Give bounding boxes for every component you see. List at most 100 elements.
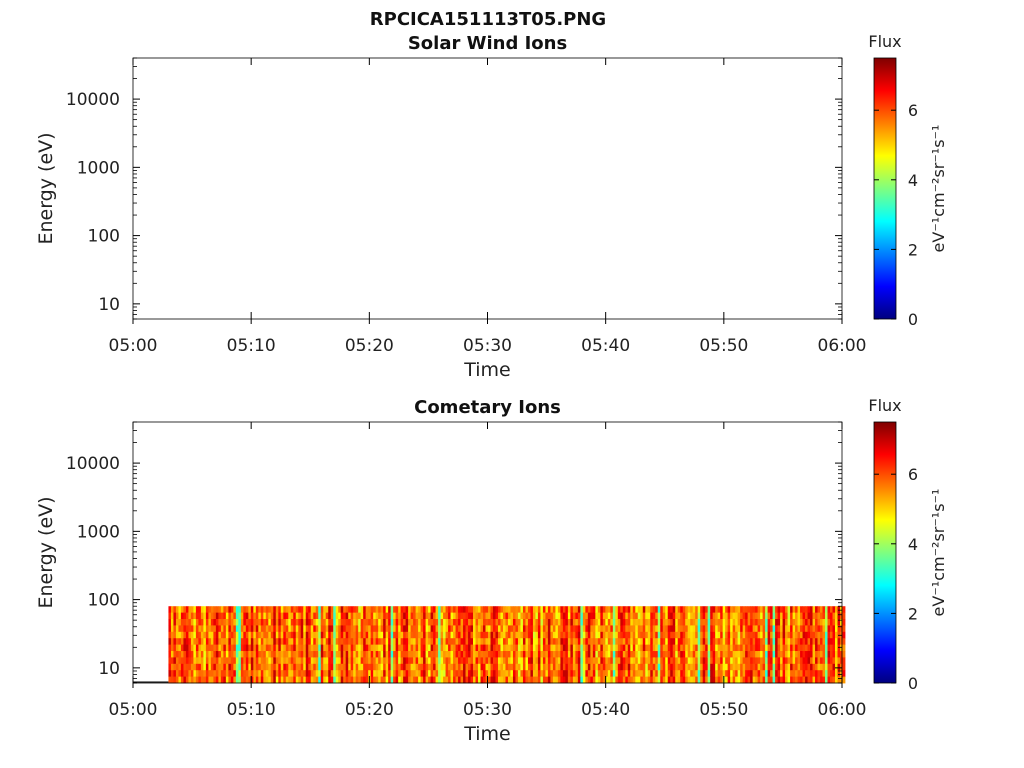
heatmap-cell	[175, 625, 179, 633]
colorbar	[873, 421, 897, 684]
heatmap-cell	[435, 631, 439, 639]
heatmap-cell	[305, 663, 309, 671]
heatmap-cell	[815, 670, 818, 677]
heatmap-cell	[423, 651, 426, 658]
heatmap-cell	[258, 644, 262, 652]
heatmap-cell	[428, 638, 431, 646]
heatmap-cell	[835, 644, 838, 652]
heatmap-cell	[355, 676, 359, 684]
heatmap-cell	[657, 619, 661, 626]
heatmap-cell	[807, 638, 811, 646]
colorbar-unit-label: eV⁻¹cm⁻²sr⁻¹s⁻¹	[929, 489, 948, 617]
heatmap-cell	[592, 670, 596, 677]
heatmap-cell	[707, 619, 711, 626]
heatmap-cell	[732, 676, 736, 684]
heatmap-cell	[802, 663, 806, 671]
heatmap-cell	[682, 670, 686, 677]
heatmap-cell	[740, 676, 744, 684]
heatmap-cell	[468, 619, 471, 626]
heatmap-cell	[842, 625, 846, 633]
heatmap-cell	[415, 670, 419, 677]
heatmap-cell	[625, 670, 629, 677]
heatmap-cell	[612, 644, 616, 652]
heatmap-cell	[765, 651, 769, 658]
heatmap-cell	[805, 638, 808, 646]
heatmap-cell	[667, 670, 671, 677]
heatmap-cell	[428, 619, 431, 626]
heatmap-cell	[400, 657, 404, 665]
heatmap-cell	[592, 657, 596, 665]
heatmap-cell	[670, 638, 674, 646]
heatmap-cell	[485, 651, 489, 658]
heatmap-cell	[345, 651, 349, 658]
heatmap-cell	[403, 612, 407, 620]
heatmap-cell	[755, 657, 759, 665]
heatmap-cell	[562, 638, 566, 646]
heatmap-cell	[375, 676, 379, 684]
heatmap-cell	[782, 644, 786, 652]
heatmap-cell	[787, 676, 791, 684]
heatmap-cell	[682, 638, 686, 646]
heatmap-cell	[365, 619, 369, 626]
heatmap-cell	[255, 676, 259, 684]
heatmap-cell	[507, 663, 511, 671]
heatmap-cell	[660, 606, 664, 614]
heatmap-cell	[393, 631, 397, 639]
heatmap-cell	[318, 625, 322, 633]
heatmap-cell	[213, 638, 217, 646]
heatmap-cell	[772, 612, 776, 620]
heatmap-cell	[515, 631, 519, 639]
heatmap-cell	[545, 663, 549, 671]
heatmap-cell	[527, 606, 531, 614]
heatmap-cell	[595, 625, 599, 633]
heatmap-cell	[752, 651, 756, 658]
heatmap-cell	[815, 644, 818, 652]
heatmap-cell	[430, 644, 434, 652]
heatmap-cell	[837, 619, 841, 626]
heatmap-cell	[740, 670, 744, 677]
heatmap-cell	[340, 651, 344, 658]
heatmap-cell	[662, 625, 666, 633]
heatmap-cell	[727, 619, 731, 626]
heatmap-cell	[772, 619, 776, 626]
heatmap-cell	[712, 670, 716, 677]
heatmap-cell	[502, 663, 506, 671]
heatmap-cell	[822, 657, 826, 665]
heatmap-cell	[285, 644, 289, 652]
heatmap-cell	[512, 651, 516, 658]
heatmap-cell	[333, 651, 337, 658]
heatmap-cell	[617, 676, 621, 684]
heatmap-cell	[732, 638, 736, 646]
heatmap-cell	[800, 663, 803, 671]
heatmap-cell	[375, 657, 379, 665]
heatmap-cell	[520, 663, 524, 671]
heatmap-cell	[485, 670, 489, 677]
heatmap-cell	[707, 631, 711, 639]
heatmap-cell	[173, 612, 177, 620]
heatmap-cell	[430, 625, 434, 633]
heatmap-cell	[742, 638, 746, 646]
heatmap-cell	[305, 651, 309, 658]
heatmap-cell	[238, 625, 242, 633]
x-tick-label: 05:50	[699, 336, 748, 356]
heatmap-cell	[820, 676, 823, 684]
heatmap-cell	[770, 670, 774, 677]
heatmap-cell	[817, 612, 821, 620]
heatmap-cell	[283, 663, 287, 671]
heatmap-cell	[380, 676, 384, 684]
heatmap-cell	[632, 657, 636, 665]
heatmap-cell	[245, 625, 249, 633]
heatmap-cell	[348, 606, 352, 614]
heatmap-cell	[777, 606, 781, 614]
heatmap-cell	[448, 644, 451, 652]
heatmap-cell	[255, 606, 259, 614]
heatmap-cell	[655, 663, 659, 671]
heatmap-cell	[193, 606, 197, 614]
heatmap-cell	[522, 644, 526, 652]
heatmap-cell	[288, 657, 292, 665]
heatmap-cell	[298, 638, 302, 646]
heatmap-cell	[712, 651, 716, 658]
heatmap-cell	[800, 676, 803, 684]
heatmap-cell	[592, 625, 596, 633]
heatmap-cell	[495, 663, 499, 671]
